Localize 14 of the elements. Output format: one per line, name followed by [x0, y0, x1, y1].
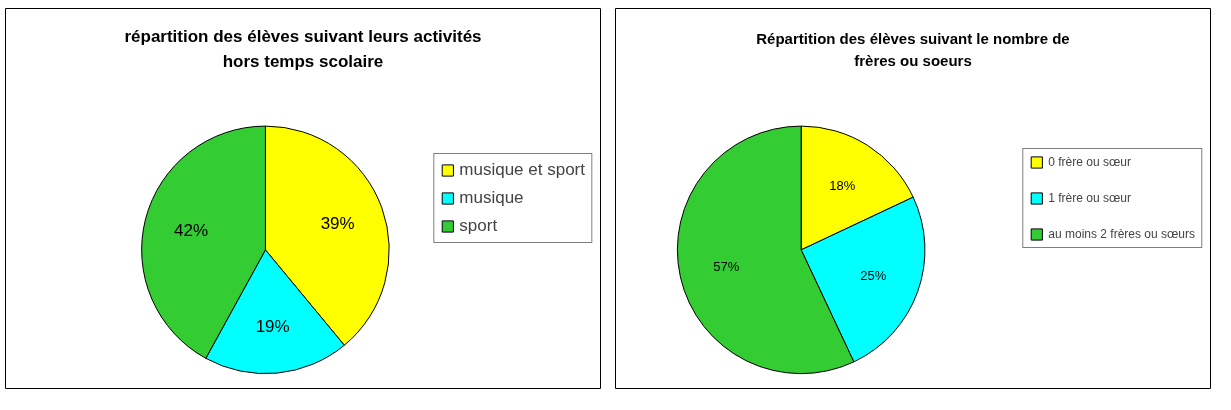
chart-title: Répartition des élèves suivant le nombre de frères ou soeurs: [756, 29, 1070, 69]
chart-title: répartition des élèves suivant leurs activités hors temps scolaire: [124, 27, 482, 72]
data-label: 18%: [829, 177, 856, 193]
legend-label: 0 frère ou sœur: [1048, 155, 1131, 169]
legend-label: 1 frère ou sœur: [1048, 191, 1131, 205]
legend-label: musique et sport: [459, 160, 585, 180]
data-label: 42%: [174, 221, 209, 241]
legend-label: au moins 2 frères ou sœurs: [1048, 227, 1195, 241]
data-label: 25%: [860, 268, 887, 284]
legend-label: musique: [459, 188, 524, 208]
data-label: 19%: [255, 316, 290, 336]
legend-label: sport: [459, 216, 498, 236]
data-label: 57%: [713, 259, 740, 275]
data-label: 39%: [320, 214, 355, 234]
